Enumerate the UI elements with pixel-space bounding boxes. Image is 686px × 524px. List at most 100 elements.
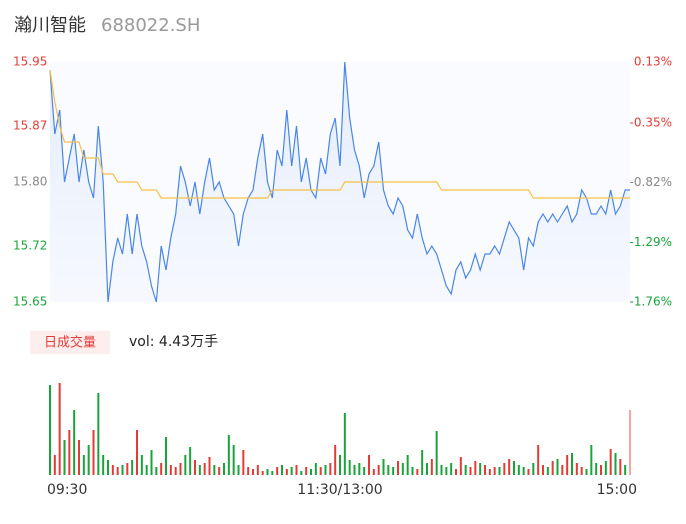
volume-bar [121,465,124,475]
volume-bar [247,467,250,475]
volume-bar [348,460,351,475]
volume-bar [111,465,114,475]
volume-bar [305,467,308,475]
volume-bar [522,467,525,475]
volume-bar [208,457,211,475]
volume-bar [450,463,453,475]
volume-bar [421,450,424,475]
volume-bar [474,461,477,475]
volume-bar [561,465,564,475]
volume-bar [498,467,501,475]
volume-bar [430,459,433,475]
volume-bar [590,445,593,475]
volume-bar [604,461,607,475]
volume-bar [97,393,100,475]
volume-bar [488,469,491,475]
volume-bar [276,467,279,475]
volume-bar [339,455,341,475]
volume-bar [551,461,554,475]
volume-label: vol: 4.43万手 [129,334,218,350]
volume-bar [479,463,482,475]
volume-bar [310,469,312,475]
volume-bar [508,459,511,475]
y2-tick-label: -1.76% [630,295,672,309]
volume-bar [392,467,395,475]
volume-bar [464,465,467,475]
x-tick-label: 09:30 [47,482,87,498]
volume-bar [92,430,95,475]
volume-bar [556,459,559,475]
volume-bar [73,410,76,475]
volume-bar [319,467,322,475]
stock-name: 瀚川智能 [14,15,86,36]
price-line [49,61,630,303]
y-tick-label: 15.80 [13,175,47,189]
volume-bar [368,455,370,475]
volume-bar [435,431,438,475]
volume-bar [426,463,428,475]
volume-bar [334,445,337,475]
volume-bar [223,463,225,475]
volume-bar [281,465,283,475]
stock-code: 688022.SH [101,15,200,36]
volume-bar [580,467,583,475]
volume-bar [78,440,80,475]
x-tick-label: 11:30/13:00 [297,482,382,498]
volume-bar [624,465,627,475]
volume-bar [184,455,187,475]
volume-bar [126,463,129,475]
volume-bar [179,463,182,475]
volume-bar [53,455,56,475]
volume-button-bg[interactable] [30,331,110,354]
volume-bar [189,447,192,475]
volume-bar [87,445,90,475]
y2-tick-label: 0.13% [634,55,672,69]
volume-bar [102,455,105,475]
volume-bar [484,465,486,475]
y2-tick-label: -0.82% [630,175,672,189]
volume-bar [131,460,134,475]
volume-bar [271,471,274,475]
volume-bar [546,467,549,475]
average-line [49,69,630,199]
volume-bar [145,465,148,475]
volume-bar [532,463,535,475]
volume-bar [198,465,201,475]
volume-bar [445,467,448,475]
volume-bar [517,465,520,475]
volume-bar [372,469,375,475]
volume-bar [382,459,385,475]
volume-bar [503,463,506,475]
volume-bar [107,460,109,475]
volume-bar [82,455,85,475]
volume-bar [566,455,569,475]
volume-bar [459,457,462,475]
volume-bar [455,469,457,475]
volume-bar [261,471,264,475]
volume-bar [49,385,51,475]
volume-bar [571,453,573,475]
volume-bar [329,463,332,475]
volume-bar [401,463,404,475]
volume-bar [242,450,245,475]
volume-bar [614,453,617,475]
volume-bar [266,469,269,475]
volume-bar [600,465,602,475]
volume-bar [203,463,206,475]
volume-bar [232,445,235,475]
volume-bar [324,465,327,475]
volume-bar [527,469,530,475]
volume-button[interactable]: 日成交量 [44,335,96,351]
volume-bar [237,465,240,475]
volume-bar [155,467,158,475]
volume-bar [290,467,293,475]
volume-bar [116,467,119,475]
volume-bar [140,455,143,475]
y-tick-label: 15.72 [13,239,47,253]
volume-bar [377,465,380,475]
x-tick-label: 15:00 [597,482,637,498]
volume-bar [169,465,172,475]
volume-bar [406,455,409,475]
volume-bar [136,430,138,475]
